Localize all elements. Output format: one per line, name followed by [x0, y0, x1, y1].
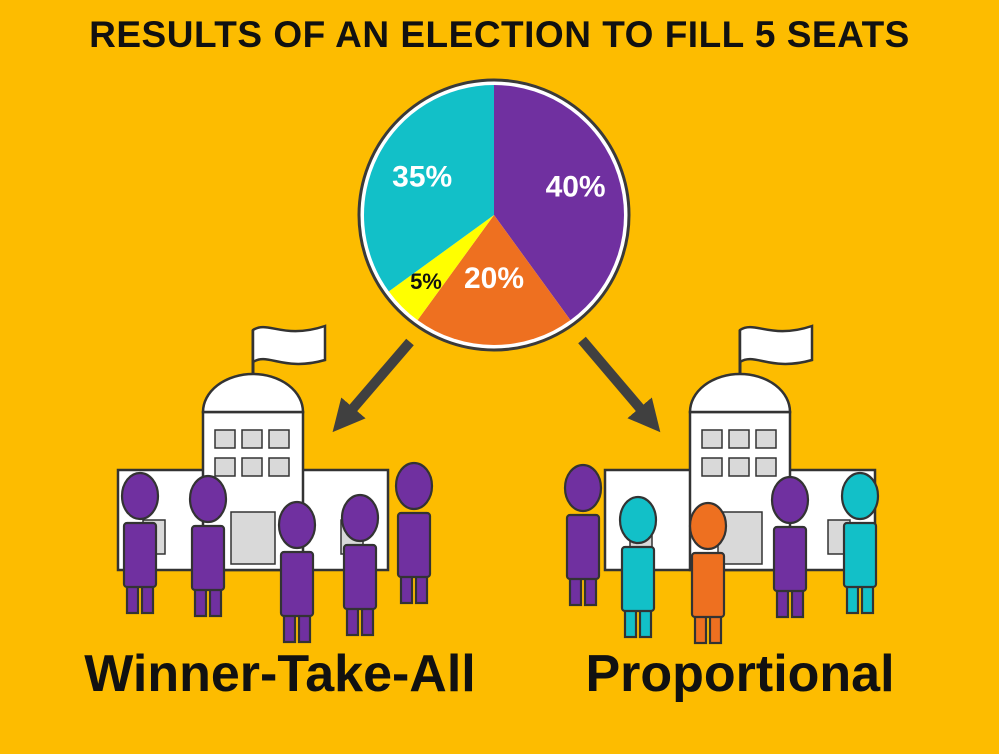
vote-share-pie: 40% 20% 5% 35%	[357, 78, 631, 352]
seat-holder-icon	[688, 501, 728, 645]
pie-slice-label: 20%	[464, 262, 524, 295]
arrow-to-proportional	[578, 336, 661, 433]
seat-holder-icon	[394, 461, 434, 605]
seat-holder-icon	[188, 474, 228, 618]
seat-holder-icon	[770, 475, 810, 619]
winner-take-all-label: Winner-Take-All	[84, 645, 476, 703]
seat-holder-icon	[840, 471, 880, 615]
pie-slice-label: 35%	[392, 160, 452, 193]
pie-slice-label: 5%	[410, 269, 442, 294]
pie-slice	[388, 215, 494, 321]
seat-holder-icon	[120, 471, 160, 615]
seat-holder-icon	[563, 463, 603, 607]
seat-holder-icon	[277, 500, 317, 644]
pie-slice	[417, 215, 571, 346]
arrow-to-winner-take-all	[332, 338, 414, 433]
seat-holder-icon	[340, 493, 380, 637]
proportional-label: Proportional	[585, 645, 895, 703]
pie-slice	[364, 85, 494, 292]
proportional-seats	[563, 463, 880, 645]
seat-holder-icon	[618, 495, 658, 639]
winner-take-all-seats	[120, 461, 434, 644]
pie-slice	[494, 85, 625, 321]
pie-slice-label: 40%	[546, 170, 606, 203]
diagram-title: RESULTS OF AN ELECTION TO FILL 5 SEATS	[89, 14, 910, 55]
